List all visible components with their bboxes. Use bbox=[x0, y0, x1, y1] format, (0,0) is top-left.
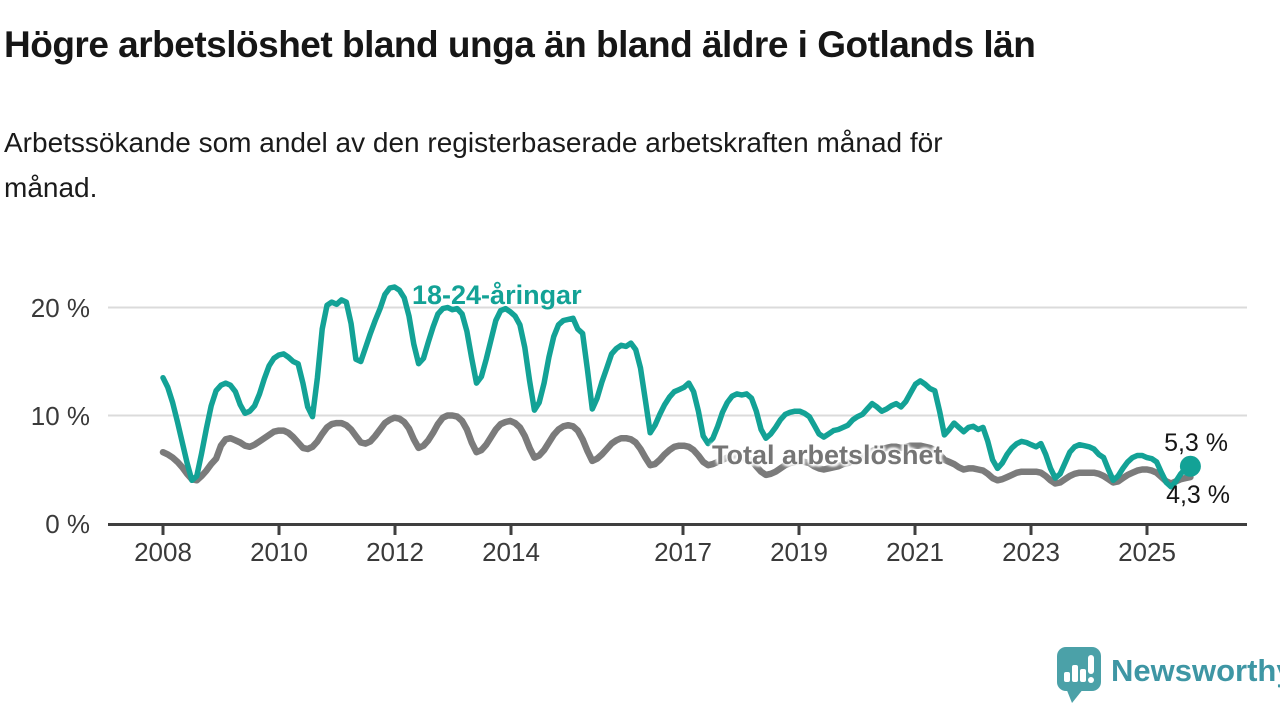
subtitle-line-2: månad. bbox=[4, 172, 98, 203]
y-axis-label: 10 % bbox=[30, 400, 90, 431]
page-title: Högre arbetslöshet bland unga än bland ä… bbox=[4, 24, 1036, 65]
y-axis-label: 20 % bbox=[30, 292, 90, 323]
series-label-total: Total arbetslöshet bbox=[712, 440, 943, 470]
x-axis-label: 2019 bbox=[770, 537, 828, 567]
x-axis-label: 2023 bbox=[1002, 537, 1060, 567]
x-axis-label: 2021 bbox=[886, 537, 944, 567]
newsworthy-logo: Newsworthy bbox=[1056, 646, 1280, 704]
end-point-dot bbox=[1179, 455, 1201, 477]
newsworthy-brand-text: Newsworthy bbox=[1111, 653, 1280, 688]
x-axis-label: 2025 bbox=[1118, 537, 1176, 567]
series-line-total bbox=[159, 412, 1194, 487]
x-axis-label: 2017 bbox=[654, 537, 712, 567]
series-label-youth: 18-24-åringar bbox=[412, 280, 582, 310]
newsworthy-bubble-chart-icon bbox=[1056, 646, 1102, 709]
series-line-youth bbox=[160, 284, 1194, 490]
subtitle-line-1: Arbetssökande som andel av den registerb… bbox=[4, 127, 943, 158]
x-axis-label: 2012 bbox=[366, 537, 424, 567]
x-axis-label: 2010 bbox=[250, 537, 308, 567]
y-axis-label: 0 % bbox=[45, 508, 90, 539]
end-value-label-total: 4,3 % bbox=[1166, 481, 1230, 509]
x-axis-label: 2008 bbox=[134, 537, 192, 567]
chart-subtitle: Arbetssökande som andel av den registerb… bbox=[4, 120, 943, 210]
end-value-label-youth: 5,3 % bbox=[1164, 429, 1228, 457]
x-axis-label: 2014 bbox=[482, 537, 540, 567]
